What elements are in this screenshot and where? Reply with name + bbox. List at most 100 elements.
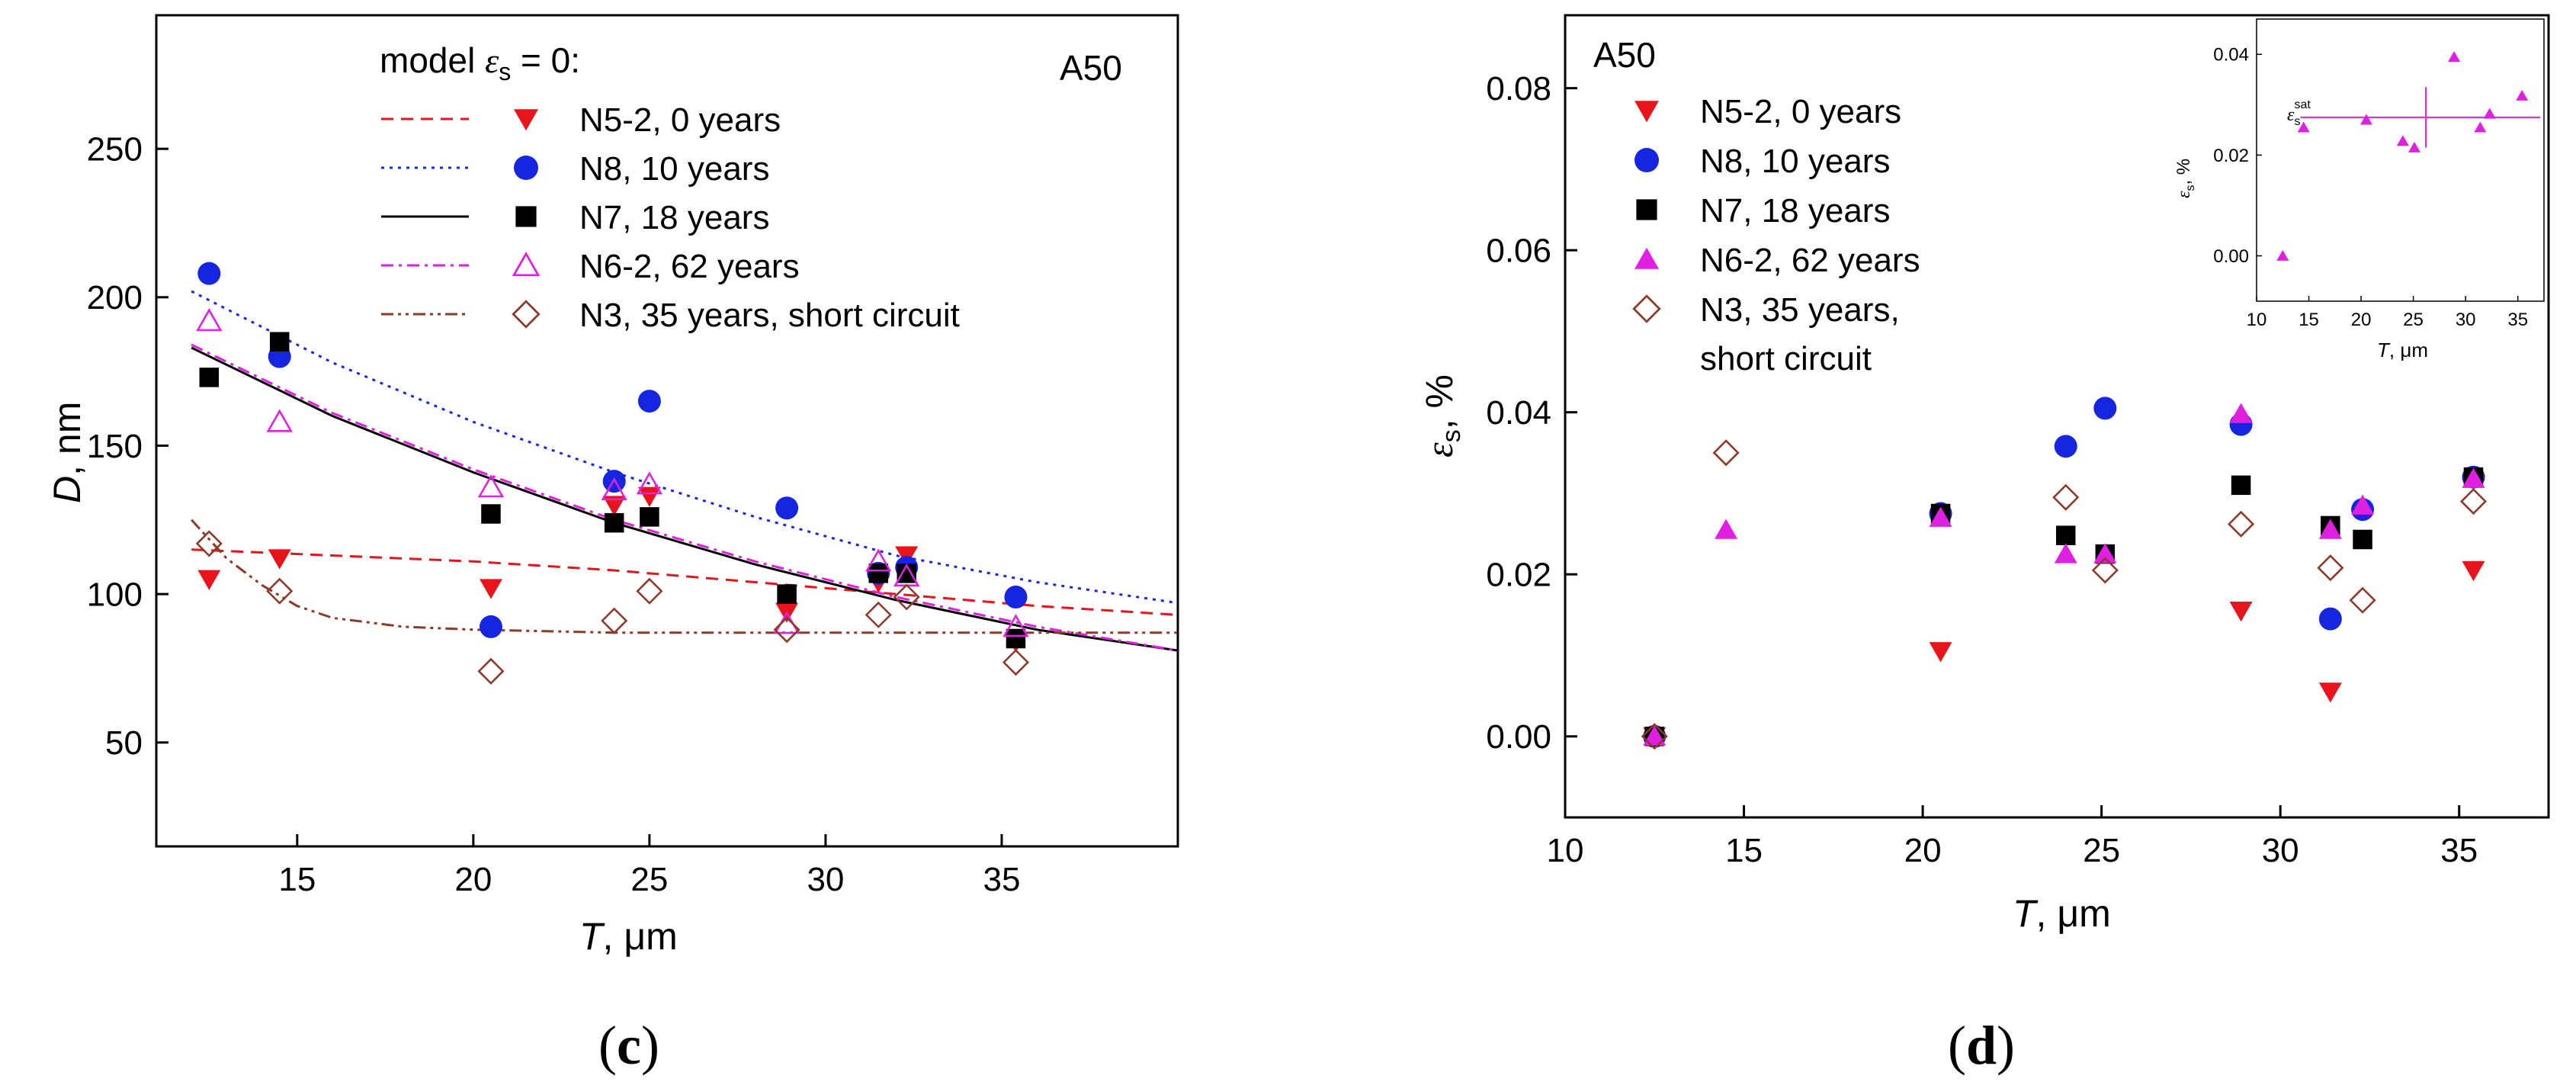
data-point <box>602 470 626 493</box>
inset-data-point <box>2297 121 2310 133</box>
panel-c-chart: 15 20 25 30 35 50 100 150 200 250 A50 model εs = … <box>46 14 1179 1076</box>
data-point <box>1929 642 1952 663</box>
data-point <box>777 584 797 604</box>
y-tick-label: 100 <box>87 576 143 614</box>
inset-data-point <box>2408 141 2421 153</box>
data-point <box>268 549 291 570</box>
y-tick-label: 0.00 <box>1486 718 1551 756</box>
panel-d-chart: 10 15 20 25 30 35 0.00 0.02 0.04 0.06 0.08 A50 N5-… <box>1418 14 2550 1076</box>
data-point <box>1641 723 1668 750</box>
legend-marker <box>1632 294 1661 323</box>
legend-label: N6-2, 62 years <box>579 248 800 285</box>
data-point <box>2052 483 2080 511</box>
data-point <box>2093 397 2117 420</box>
x-tick-label: 10 <box>1547 832 1584 869</box>
x-tick-label: 35 <box>2440 832 2478 869</box>
x-tick-label: 30 <box>2456 310 2476 330</box>
data-point <box>477 657 505 685</box>
legend-label: N7, 18 years <box>1700 192 1890 230</box>
x-tick-label: 35 <box>983 861 1020 898</box>
y-tick-label: 0.02 <box>2213 146 2249 166</box>
data-points <box>1641 397 2488 750</box>
y-tick-label: 0.02 <box>1486 557 1551 594</box>
data-point <box>1002 649 1030 676</box>
legend: N5-2, 0 years N8, 10 years N7, 18 years N6-… <box>1632 93 1920 377</box>
inset-data-point <box>2448 50 2461 62</box>
data-point <box>2351 494 2375 515</box>
panel-label: (c) <box>598 1015 659 1076</box>
legend-marker <box>514 156 538 180</box>
y-tick-label: 0.04 <box>2213 45 2249 66</box>
model-curve-line <box>191 346 1179 652</box>
legend-marker <box>1636 199 1657 220</box>
legend-marker <box>512 300 541 329</box>
legend-title: model εs = 0: <box>380 40 580 85</box>
y-tick-label: 0.04 <box>1486 394 1551 432</box>
data-point <box>865 601 892 628</box>
data-point <box>1715 519 1738 539</box>
data-point <box>1002 614 1029 637</box>
data-point <box>2229 602 2253 622</box>
data-points <box>195 262 1030 685</box>
y-tick-label: 50 <box>105 724 143 762</box>
inset-y-axis-label: εs, % <box>2173 159 2197 198</box>
y-axis-label: εs, % <box>1418 374 1466 458</box>
data-point <box>197 570 221 590</box>
data-point <box>2231 475 2251 496</box>
model-curve-line <box>191 548 1179 616</box>
x-tick-label: 20 <box>1904 832 1942 869</box>
y-axis-label: D, nm <box>46 402 88 503</box>
data-point <box>2318 519 2342 539</box>
axes: 15 20 25 30 35 50 100 150 200 250 <box>87 131 1021 898</box>
legend-marker <box>1634 247 1659 269</box>
data-point <box>865 548 892 572</box>
data-point <box>195 530 223 557</box>
data-point <box>601 477 627 501</box>
data-point <box>479 615 502 638</box>
data-point <box>2462 560 2485 582</box>
legend-label: N3, 35 years, short circuit <box>579 297 960 334</box>
x-tick-label: 15 <box>2299 310 2319 330</box>
inset-annotation: εssat <box>2287 98 2311 128</box>
legend-label: N6-2, 62 years <box>1700 242 1920 279</box>
data-point <box>2459 488 2488 515</box>
inset-data-point <box>2276 249 2289 261</box>
panel-label: (d) <box>1948 1015 2015 1076</box>
x-axis-label: T, μm <box>579 915 678 958</box>
data-point <box>636 471 663 495</box>
x-axis-label: T, μm <box>2013 892 2111 935</box>
axes: 10 15 20 25 30 35 0.00 0.02 0.04 0.06 0.08 <box>1486 70 2478 869</box>
model-curve-line <box>191 290 1179 605</box>
plot-frame <box>155 14 1179 848</box>
x-tick-label: 10 <box>2247 310 2267 330</box>
legend-label: N7, 18 years <box>579 199 769 236</box>
legend-marker <box>514 109 538 131</box>
legend-label: N5-2, 0 years <box>579 101 781 139</box>
legend-label: N8, 10 years <box>1700 143 1890 180</box>
data-point <box>196 308 223 332</box>
data-point <box>1643 725 1667 746</box>
legend-label: N3, 35 years, short circuit <box>1700 291 1900 377</box>
data-point <box>1004 586 1028 608</box>
x-tick-label: 20 <box>2351 310 2372 330</box>
y-tick-label: 0.08 <box>1486 70 1551 108</box>
plot-frame <box>1564 14 2550 819</box>
y-tick-label: 200 <box>87 279 143 316</box>
corner-label: A50 <box>1593 35 1656 75</box>
data-point <box>1006 628 1026 649</box>
data-point <box>266 409 293 432</box>
data-point <box>2353 529 2372 550</box>
data-point <box>636 577 663 605</box>
legend-marker <box>1634 101 1659 123</box>
y-tick-label: 250 <box>87 131 143 169</box>
inset-chart: 10 15 20 25 30 35 0.00 0.02 0.04 εssat T, μm εs,… <box>2173 18 2545 361</box>
data-point <box>477 474 505 498</box>
data-point <box>637 390 661 413</box>
inset-data-point <box>2474 121 2487 133</box>
data-point <box>601 607 628 634</box>
y-tick-label: 150 <box>87 428 143 465</box>
data-point <box>602 496 626 516</box>
data-point <box>2317 554 2344 582</box>
data-point <box>2318 607 2342 631</box>
data-point <box>2055 525 2076 545</box>
